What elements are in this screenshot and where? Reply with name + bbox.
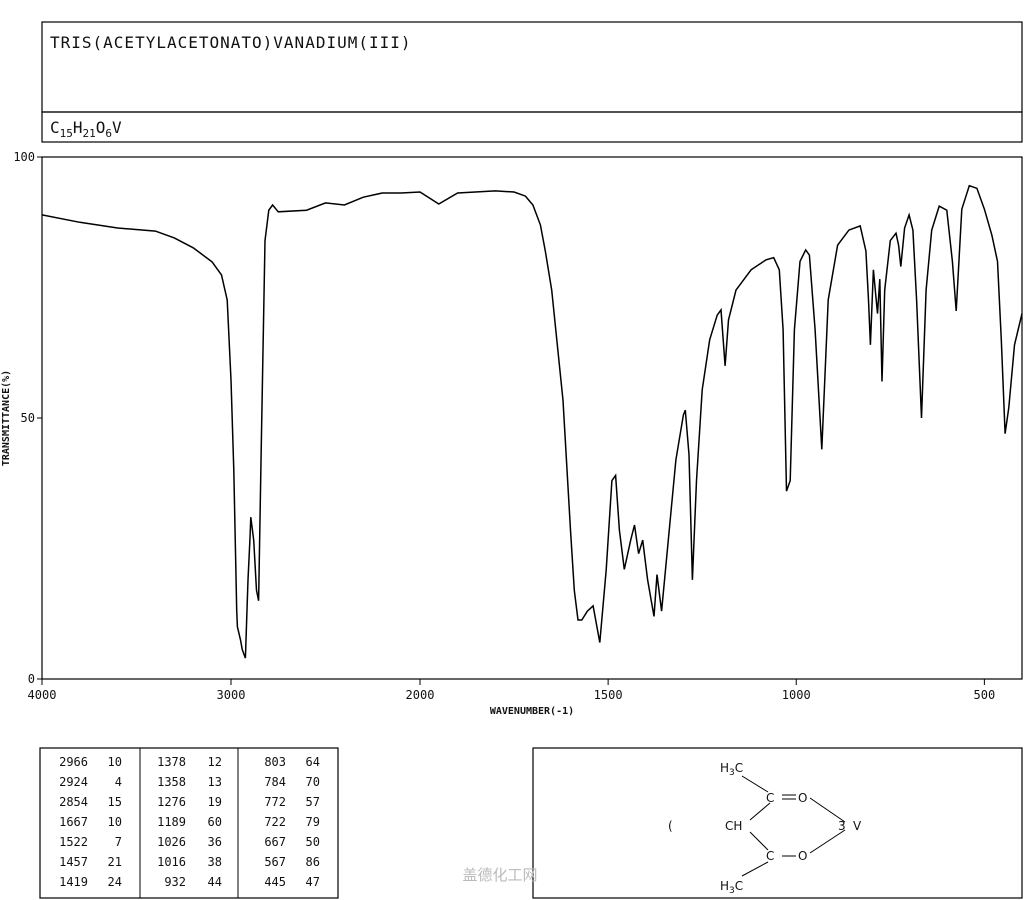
structure-methyl-part: 3 bbox=[729, 886, 735, 896]
peak-transmittance: 4 bbox=[115, 775, 122, 789]
structure-atom: V bbox=[853, 819, 862, 833]
peak-transmittance: 10 bbox=[108, 815, 122, 829]
peak-transmittance: 50 bbox=[306, 835, 320, 849]
structure-methyl-part: C bbox=[735, 761, 743, 775]
x-axis-label: WAVENUMBER(-1) bbox=[490, 706, 574, 717]
peak-transmittance: 13 bbox=[208, 775, 222, 789]
peak-wavenumber: 1378 bbox=[157, 755, 186, 769]
x-tick-label: 500 bbox=[974, 688, 996, 702]
peak-transmittance: 36 bbox=[208, 835, 222, 849]
peak-transmittance: 86 bbox=[306, 855, 320, 869]
peak-wavenumber: 2966 bbox=[59, 755, 88, 769]
x-tick-label: 2000 bbox=[406, 688, 435, 702]
peak-wavenumber: 1457 bbox=[59, 855, 88, 869]
formula-box bbox=[41, 111, 1023, 143]
spectrum-line bbox=[41, 184, 1023, 659]
structure-methyl-part: C bbox=[735, 879, 743, 893]
formula-subscript: 21 bbox=[83, 127, 96, 140]
y-tick-label: 50 bbox=[21, 411, 35, 425]
structure-atom: O bbox=[798, 791, 807, 805]
formula-subscript: 6 bbox=[105, 127, 112, 140]
formula: C15H21O6V bbox=[50, 118, 122, 140]
structure-bonds bbox=[741, 775, 846, 877]
peak-wavenumber: 667 bbox=[264, 835, 286, 849]
x-tick-label: 3000 bbox=[217, 688, 246, 702]
peak-transmittance: 70 bbox=[306, 775, 320, 789]
formula-element: O bbox=[96, 118, 106, 137]
peak-wavenumber: 567 bbox=[264, 855, 286, 869]
peak-wavenumber: 932 bbox=[164, 875, 186, 889]
x-tick-label: 1000 bbox=[782, 688, 811, 702]
peak-transmittance: 60 bbox=[208, 815, 222, 829]
peak-wavenumber: 2854 bbox=[59, 795, 88, 809]
peak-wavenumber: 1419 bbox=[59, 875, 88, 889]
peak-wavenumber: 803 bbox=[264, 755, 286, 769]
peak-transmittance: 7 bbox=[115, 835, 122, 849]
structure-methyl-part: H bbox=[720, 761, 729, 775]
peak-transmittance: 10 bbox=[108, 755, 122, 769]
peak-wavenumber: 1358 bbox=[157, 775, 186, 789]
x-tick-label: 1500 bbox=[594, 688, 623, 702]
plot-frame bbox=[41, 156, 1023, 680]
formula-element: H bbox=[73, 118, 83, 137]
peak-wavenumber: 1522 bbox=[59, 835, 88, 849]
peak-transmittance: 38 bbox=[208, 855, 222, 869]
structure-methyl: H3C bbox=[720, 879, 743, 896]
peak-transmittance: 19 bbox=[208, 795, 222, 809]
peak-transmittance: 12 bbox=[208, 755, 222, 769]
peak-wavenumber: 784 bbox=[264, 775, 286, 789]
peak-wavenumber: 445 bbox=[264, 875, 286, 889]
peak-wavenumber: 1026 bbox=[157, 835, 186, 849]
structure-atom: C bbox=[766, 849, 774, 863]
structure-count: 3 bbox=[838, 819, 846, 833]
peak-wavenumber: 772 bbox=[264, 795, 286, 809]
formula-element: V bbox=[112, 118, 122, 137]
formula-element: C bbox=[50, 118, 60, 137]
x-tick-label: 4000 bbox=[28, 688, 57, 702]
structure-atom: C bbox=[766, 791, 774, 805]
peak-transmittance: 57 bbox=[306, 795, 320, 809]
structure-methyl: H3C bbox=[720, 761, 743, 778]
structure-atom: CH bbox=[725, 819, 742, 833]
peak-transmittance: 47 bbox=[306, 875, 320, 889]
y-tick-label: 100 bbox=[13, 150, 35, 164]
y-tick-label: 0 bbox=[28, 672, 35, 686]
watermark: 盖德化工网 bbox=[462, 866, 537, 884]
peak-wavenumber: 1189 bbox=[157, 815, 186, 829]
peak-transmittance: 64 bbox=[306, 755, 320, 769]
formula-subscript: 15 bbox=[60, 127, 73, 140]
peak-wavenumber: 2924 bbox=[59, 775, 88, 789]
peak-wavenumber: 722 bbox=[264, 815, 286, 829]
peak-transmittance: 21 bbox=[108, 855, 122, 869]
structure-box bbox=[532, 747, 1023, 899]
peak-transmittance: 24 bbox=[108, 875, 122, 889]
peak-wavenumber: 1276 bbox=[157, 795, 186, 809]
chart-title: TRIS(ACETYLACETONATO)VANADIUM(III) bbox=[50, 33, 412, 52]
structure-methyl-part: H bbox=[720, 879, 729, 893]
structure-methyl-part: 3 bbox=[729, 768, 735, 778]
peak-wavenumber: 1667 bbox=[59, 815, 88, 829]
structure-atom: O bbox=[798, 849, 807, 863]
peak-transmittance: 15 bbox=[108, 795, 122, 809]
peak-transmittance: 79 bbox=[306, 815, 320, 829]
peak-table bbox=[39, 747, 339, 899]
y-axis-label: TRANSMITTANCE(%) bbox=[1, 370, 12, 466]
peak-transmittance: 44 bbox=[208, 875, 222, 889]
peak-wavenumber: 1016 bbox=[157, 855, 186, 869]
structure-bracket: ( bbox=[668, 819, 673, 833]
